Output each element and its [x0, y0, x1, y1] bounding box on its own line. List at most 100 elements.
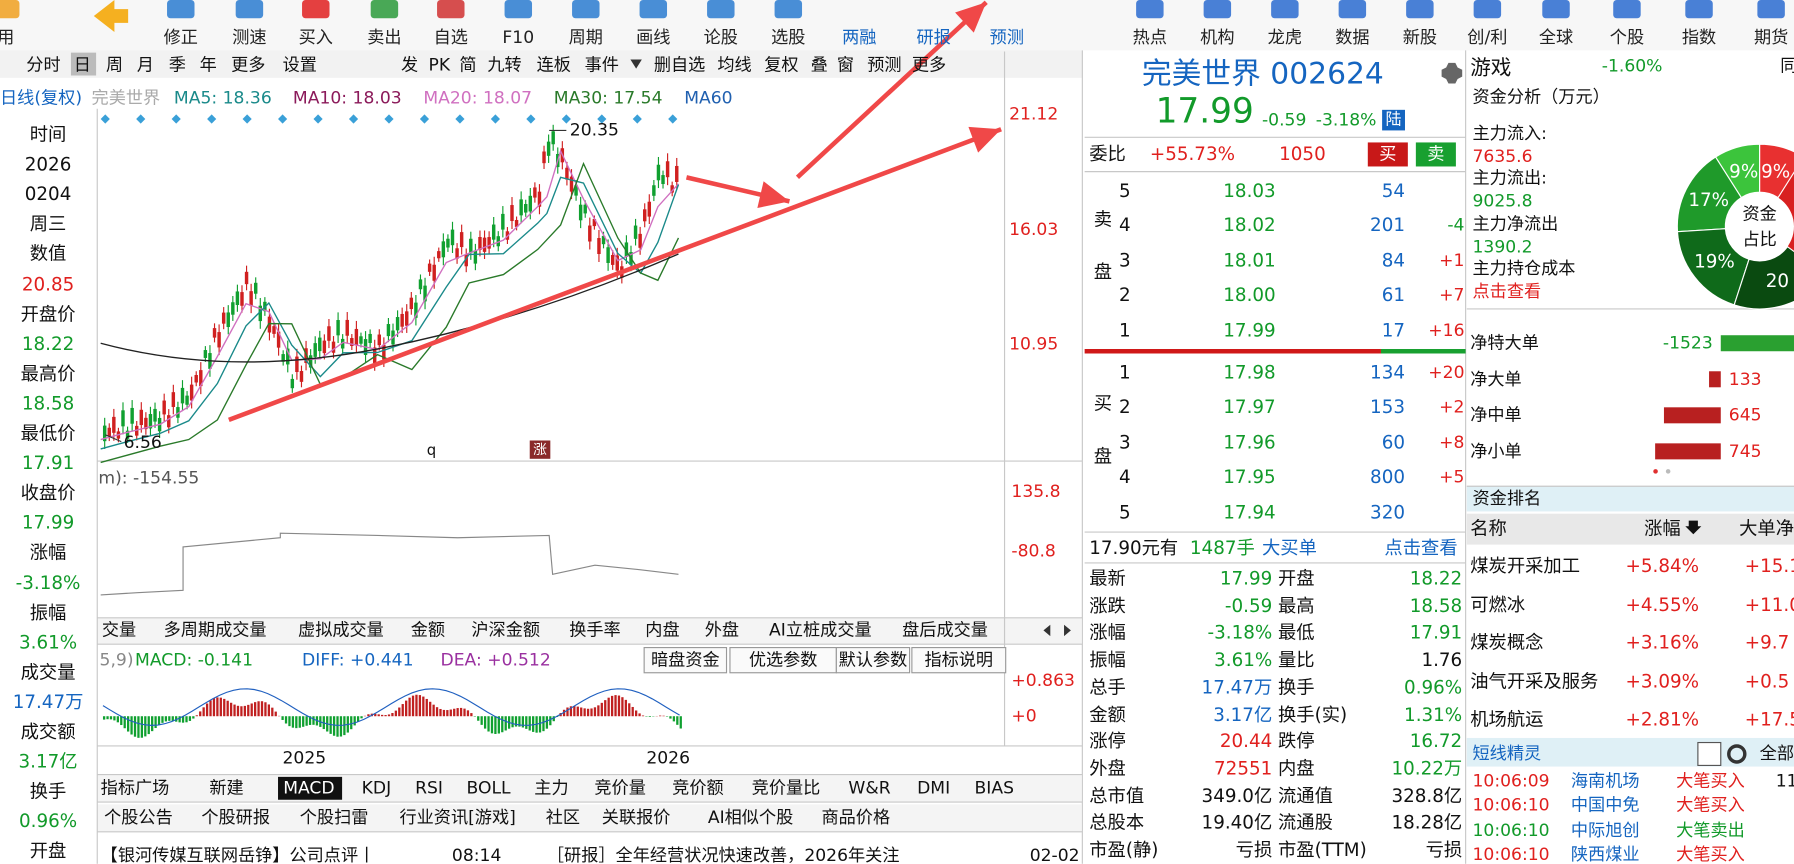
- toolbar-button[interactable]: 个股: [1609, 26, 1645, 48]
- news-tab[interactable]: 个股扫雷: [299, 807, 369, 828]
- toolbar-button[interactable]: 修正: [163, 26, 198, 48]
- indicator-tab[interactable]: 内盘: [645, 619, 680, 641]
- toolbar-button[interactable]: 预测: [989, 26, 1025, 48]
- toolbar-button[interactable]: 卖出: [367, 26, 402, 48]
- indicator-tab[interactable]: 主力: [534, 777, 569, 799]
- news-tab[interactable]: 社区: [545, 807, 581, 828]
- period-button[interactable]: 均线: [717, 54, 752, 75]
- toolbar-button[interactable]: 两融: [842, 26, 877, 48]
- toolbar-button[interactable]: 期货: [1753, 26, 1789, 48]
- alert-stock[interactable]: 海南机场: [1570, 770, 1640, 792]
- period-button[interactable]: 发: [401, 54, 419, 75]
- period-button[interactable]: PK: [428, 54, 451, 75]
- news-tab[interactable]: 行业资讯[游戏]: [399, 807, 516, 828]
- indicator-tab[interactable]: 新建: [209, 777, 244, 799]
- period-button[interactable]: 周: [105, 54, 124, 75]
- indicator-tab[interactable]: RSI: [415, 777, 443, 799]
- period-button[interactable]: 分时: [26, 54, 61, 75]
- rank-name[interactable]: 油气开采及服务: [1470, 669, 1599, 692]
- news-title[interactable]: 【银河传媒互联网岳铮】公司点评丨: [100, 844, 376, 864]
- period-button[interactable]: 更多: [231, 54, 266, 75]
- rank-name[interactable]: 煤炭概念: [1470, 631, 1544, 654]
- rank-name[interactable]: 可燃冰: [1470, 593, 1526, 615]
- news-tab[interactable]: AI相似个股: [707, 807, 794, 828]
- news-title[interactable]: ［研报］全年经营状况快速改善，2026年关注: [546, 844, 900, 864]
- toolbar-button[interactable]: 指数: [1681, 26, 1717, 48]
- indicator-tab[interactable]: 竞价量: [594, 777, 646, 799]
- toolbar-button[interactable]: 画线: [636, 26, 671, 48]
- period-button[interactable]: 预测: [867, 54, 902, 75]
- period-button[interactable]: 事件: [584, 54, 619, 75]
- rank-name[interactable]: 机场航运: [1470, 708, 1544, 730]
- indicator-tab[interactable]: 金额: [410, 619, 446, 641]
- toolbar-button[interactable]: 热点: [1132, 26, 1168, 48]
- alert-stock[interactable]: 陕西煤业: [1570, 843, 1640, 864]
- news-tab[interactable]: 关联报价: [601, 807, 671, 828]
- toolbar-button[interactable]: 全球: [1538, 26, 1574, 48]
- period-button[interactable]: 删自选: [653, 54, 706, 75]
- period-button[interactable]: 复权: [764, 54, 799, 75]
- indicator-tab[interactable]: 换手率: [569, 619, 621, 641]
- toolbar-button[interactable]: 机构: [1200, 26, 1235, 48]
- big-order[interactable]: 点击查看: [1384, 536, 1458, 559]
- period-button[interactable]: 叠: [810, 54, 828, 75]
- toolbar-button[interactable]: F10: [502, 26, 535, 48]
- buy-button[interactable]: 买: [1367, 142, 1408, 167]
- indicator-tab[interactable]: BIAS: [974, 777, 1014, 799]
- rank-name[interactable]: 煤炭开采加工: [1470, 554, 1581, 577]
- filter[interactable]: 全部: [1759, 743, 1794, 764]
- news-tab[interactable]: 个股公告: [104, 807, 173, 828]
- macd-button[interactable]: 优选参数: [748, 649, 818, 670]
- toolbar-button[interactable]: 论股: [703, 26, 738, 48]
- indicator-tab[interactable]: MACD: [283, 777, 335, 799]
- sell-button[interactable]: 卖: [1415, 142, 1456, 167]
- toolbar-button[interactable]: 研报: [916, 26, 951, 48]
- period-button[interactable]: 月: [136, 54, 154, 75]
- period-button[interactable]: 简: [459, 54, 477, 75]
- indicator-tab[interactable]: BOLL: [466, 777, 511, 799]
- toolbar-button[interactable]: 买入: [298, 26, 333, 48]
- news-tab[interactable]: 商品价格: [821, 807, 891, 828]
- toolbar-button[interactable]: 数据: [1335, 26, 1370, 48]
- indicator-tab[interactable]: 交量: [101, 619, 137, 641]
- column-header[interactable]: 名称: [1470, 517, 1507, 539]
- indicator-tab[interactable]: 竞价额: [672, 777, 724, 799]
- indicator-tab[interactable]: W&R: [848, 777, 891, 799]
- toolbar-button[interactable]: 新股: [1402, 26, 1438, 48]
- macd-button[interactable]: 暗盘资金: [651, 649, 720, 670]
- selected-tab: [70, 52, 97, 76]
- period-button[interactable]: 年: [199, 54, 217, 75]
- indicator-tab[interactable]: KDJ: [361, 777, 392, 799]
- macd-button[interactable]: 默认参数: [838, 649, 908, 670]
- toolbar-button[interactable]: 选股: [771, 26, 806, 48]
- indicator-tab[interactable]: 指标广场: [100, 777, 170, 799]
- indicator-tab[interactable]: 多周期成交量: [163, 619, 267, 641]
- indicator-tab[interactable]: 外盘: [704, 619, 740, 641]
- indicator-tab[interactable]: 虚拟成交量: [298, 619, 384, 641]
- alert-stock[interactable]: 中际旭创: [1570, 819, 1640, 840]
- alert-stock[interactable]: 中国中免: [1570, 794, 1640, 816]
- column-header[interactable]: 大单净: [1739, 517, 1794, 539]
- period-button[interactable]: 设置: [282, 54, 317, 75]
- toolbar-button[interactable]: 龙虎: [1267, 26, 1303, 48]
- period-button[interactable]: 日: [73, 54, 91, 75]
- news-tab[interactable]: 个股研报: [201, 807, 271, 828]
- toolbar-button[interactable]: 测速: [232, 26, 267, 48]
- period-button[interactable]: 连板: [536, 54, 571, 75]
- indicator-tab[interactable]: 盘后成交量: [902, 619, 988, 641]
- toolbar-button[interactable]: 创/利: [1467, 26, 1508, 48]
- column-header[interactable]: 涨幅: [1644, 517, 1681, 539]
- macd-button[interactable]: 指标说明: [924, 649, 994, 670]
- indicator-tab[interactable]: 沪深金额: [471, 619, 541, 641]
- toolbar-button[interactable]: 自选: [433, 26, 468, 48]
- period-button[interactable]: 更多: [911, 54, 947, 75]
- indicator-tab[interactable]: 竞价量比: [751, 777, 821, 799]
- toolbar-button[interactable]: 周期: [568, 26, 603, 48]
- flow-value[interactable]: 点击查看: [1472, 280, 1542, 302]
- toolbar-button[interactable]: 用: [0, 29, 14, 46]
- period-button[interactable]: 九转: [487, 54, 522, 75]
- period-button[interactable]: 季: [168, 54, 186, 75]
- period-button[interactable]: 窗: [836, 54, 855, 75]
- indicator-tab[interactable]: AI立桩成交量: [769, 619, 872, 641]
- indicator-tab[interactable]: DMI: [917, 777, 951, 799]
